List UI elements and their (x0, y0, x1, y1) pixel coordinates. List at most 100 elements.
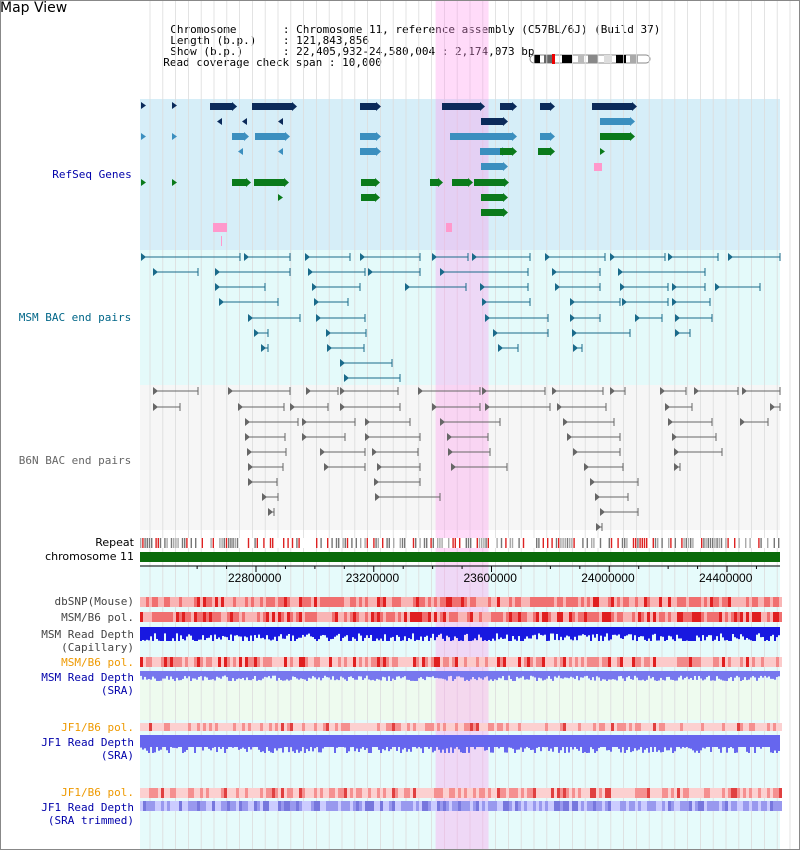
repeat-mark (591, 538, 593, 548)
heat-cell (386, 801, 389, 811)
heat-cell (461, 612, 464, 622)
heat-cell (482, 801, 485, 811)
heat-cell (425, 612, 428, 622)
depth-bar (460, 671, 462, 678)
depth-bar (396, 627, 398, 636)
repeat-mark (558, 538, 560, 548)
repeat-mark (287, 538, 289, 548)
info-value: 121,843,856 (296, 34, 369, 47)
selection-highlight[interactable] (435, 0, 489, 850)
heat-cell (260, 612, 263, 622)
heat-cell (191, 597, 194, 607)
depth-bar (204, 671, 206, 677)
chromosome-ideogram[interactable] (528, 53, 653, 65)
heat-cell (686, 597, 689, 607)
heat-cell (704, 801, 707, 811)
heat-cell (197, 597, 200, 607)
heat-cell (344, 723, 347, 731)
heat-cell (497, 801, 500, 811)
repeat-mark (734, 538, 736, 548)
repeat-mark (720, 538, 723, 548)
depth-bar (694, 671, 696, 676)
heat-cell (287, 801, 290, 811)
depth-bar (628, 671, 630, 677)
gene-feature (480, 148, 502, 155)
repeat-mark (690, 538, 692, 548)
heat-cell (224, 597, 227, 607)
heat-cell (731, 657, 734, 667)
heat-cell (500, 612, 503, 622)
repeat-mark (767, 538, 769, 548)
heat-cell (329, 612, 332, 622)
heat-cell (329, 723, 332, 731)
repeat-mark (483, 538, 485, 548)
depth-bar (664, 671, 666, 681)
repeat-mark (727, 538, 729, 548)
depth-bar (320, 627, 322, 636)
heat-cell (650, 801, 653, 811)
heat-cell (341, 597, 344, 607)
heat-cell (341, 657, 344, 667)
depth-bar (268, 671, 270, 677)
bac-end (728, 253, 733, 261)
depth-bar (448, 671, 450, 677)
bac-end (248, 478, 253, 486)
repeat-mark (335, 538, 338, 548)
heat-cell (752, 597, 755, 607)
depth-bar (364, 671, 366, 679)
depth-bar (308, 627, 310, 634)
gene-arrow (246, 178, 251, 187)
gene-arrow (632, 102, 637, 111)
depth-bar (400, 627, 402, 641)
depth-bar (368, 671, 370, 680)
heat-cell (638, 657, 641, 667)
heat-cell (746, 723, 749, 731)
depth-bar (530, 627, 532, 639)
depth-bar (240, 627, 242, 637)
heat-cell (677, 723, 680, 731)
depth-bar (648, 627, 650, 639)
heat-cell (242, 801, 245, 811)
heat-cell (161, 597, 164, 607)
depth-bar (400, 671, 402, 679)
heat-cell (500, 788, 503, 798)
depth-bar (142, 627, 144, 640)
depth-bar (434, 627, 436, 641)
heat-cell (275, 612, 278, 622)
depth-bar (482, 627, 484, 641)
depth-bar (476, 627, 478, 641)
label-text: MSM/B6 pol. (61, 611, 134, 624)
depth-bar (526, 671, 528, 680)
heat-cell (173, 657, 176, 667)
heat-cell (401, 723, 404, 731)
heat-cell (440, 612, 443, 622)
heat-cell (701, 612, 704, 622)
heat-cell (179, 612, 182, 622)
heat-cell (608, 723, 611, 731)
depth-bar (352, 627, 354, 638)
repeat-mark (617, 538, 619, 548)
heat-cell (767, 788, 770, 798)
heat-cell (413, 788, 416, 798)
repeat-mark (725, 538, 727, 548)
heat-cell (497, 657, 500, 667)
depth-bar (408, 671, 410, 680)
depth-bar (588, 671, 590, 679)
repeat-mark (593, 538, 595, 548)
heat-cell (143, 612, 146, 622)
bac-end (572, 329, 577, 337)
depth-bar (246, 671, 248, 678)
heat-cell (731, 597, 734, 607)
heat-cell (158, 657, 161, 667)
depth-bar (660, 627, 662, 637)
heat-cell (434, 597, 437, 607)
bac-end (668, 253, 673, 261)
heat-cell (638, 612, 641, 622)
heat-cell (242, 597, 245, 607)
heat-cell (521, 597, 524, 607)
heat-cell (647, 597, 650, 607)
repeat-mark (476, 538, 478, 548)
heat-cell (236, 801, 239, 811)
depth-bar (740, 671, 742, 681)
